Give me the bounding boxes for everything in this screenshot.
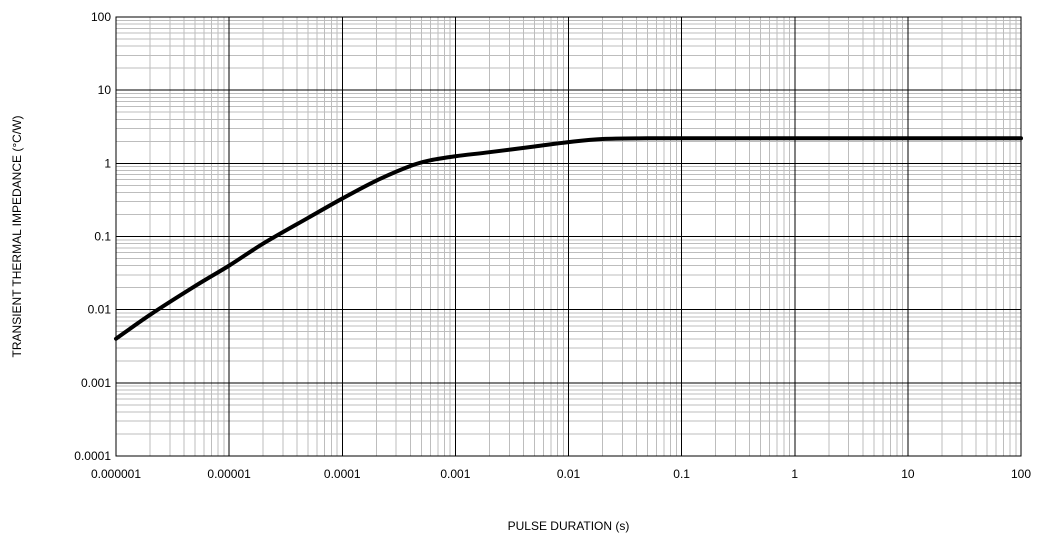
y-tick-labels: 0.0001 0.001 0.01 0.1 1 10 100 <box>74 10 111 463</box>
x-tick-label: 0.000001 <box>91 467 141 481</box>
x-tick-labels: 0.000001 0.00001 0.0001 0.001 0.01 0.1 1 10 100 <box>91 467 1031 481</box>
y-axis-label: TRANSIENT THERMAL IMPEDANCE (°C/W) <box>10 116 24 358</box>
x-tick-label: 0.00001 <box>207 467 251 481</box>
y-tick-label: 0.0001 <box>74 449 111 463</box>
impedance-curve <box>114 136 1023 341</box>
x-tick-label: 1 <box>791 467 798 481</box>
plot-frame <box>115 16 1022 457</box>
x-tick-label: 0.0001 <box>324 467 361 481</box>
y-tick-label: 1 <box>104 156 111 170</box>
y-tick-label: 100 <box>91 10 111 24</box>
x-axis-label: PULSE DURATION (s) <box>508 519 630 533</box>
y-tick-label: 10 <box>98 83 112 97</box>
y-tick-label: 0.1 <box>94 230 111 244</box>
y-tick-label: 0.001 <box>81 376 111 390</box>
x-tick-label: 0.001 <box>440 467 470 481</box>
y-tick-label: 0.01 <box>88 303 112 317</box>
x-tick-label: 10 <box>901 467 915 481</box>
x-tick-label: 0.1 <box>673 467 690 481</box>
x-tick-label: 100 <box>1011 467 1031 481</box>
x-tick-label: 0.01 <box>557 467 581 481</box>
